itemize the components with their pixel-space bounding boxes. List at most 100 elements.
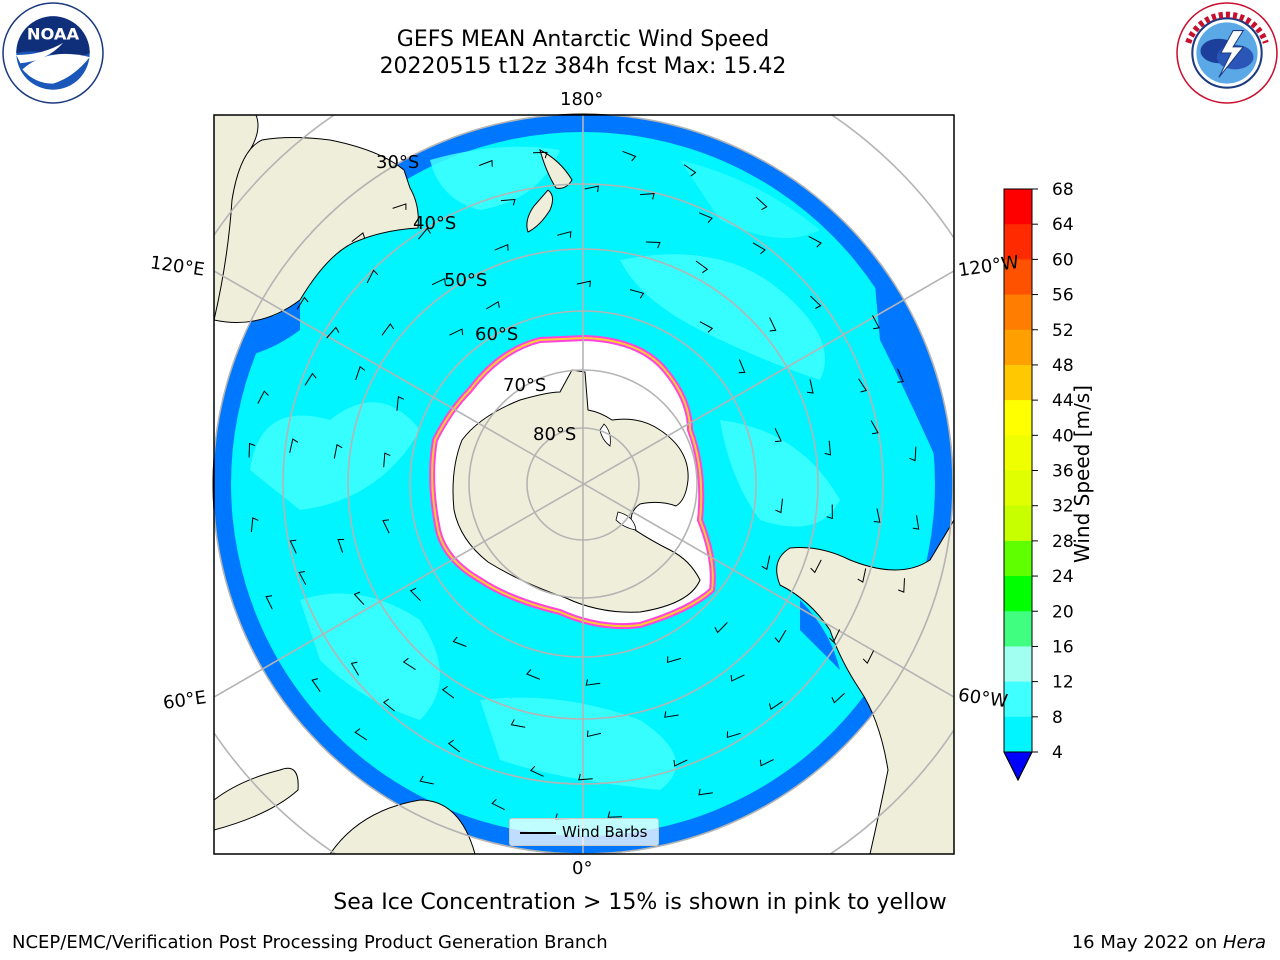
- footer-date-text: 16 May 2022 on: [1071, 932, 1223, 953]
- colorbar-swatch: [1004, 716, 1032, 753]
- wind-barb: [289, 539, 297, 554]
- legend-label: Wind Barbs: [562, 823, 648, 841]
- wind-barb: [248, 442, 256, 458]
- lat-label-30s: 30°S: [376, 152, 420, 173]
- colorbar: 68 64 60 56 52 48 44 40 36 32 28 24 20 16 12 8 4: [1003, 180, 1074, 782]
- wind-barb: [726, 731, 741, 738]
- wind-barb: [351, 232, 366, 242]
- wind-barb: [666, 656, 682, 663]
- wind-barb: [532, 151, 548, 159]
- wind-barb: [673, 759, 688, 767]
- wind-barb: [759, 758, 774, 767]
- wind-barb: [897, 368, 904, 383]
- wind-patch: [430, 146, 560, 210]
- wind-barb: [409, 587, 421, 602]
- wind-barb: [629, 289, 645, 299]
- wind-barb: [485, 301, 500, 310]
- wind-barb: [304, 372, 317, 386]
- footer-date: 16 May 2022 on Hera: [1072, 932, 1266, 953]
- wind-barb: [761, 555, 771, 571]
- wind-barb: [607, 811, 623, 818]
- wind-barb: [526, 669, 541, 680]
- colorbar-tick-label: 52: [1052, 321, 1074, 341]
- wind-barb: [826, 504, 833, 520]
- wind-barb: [810, 559, 822, 574]
- colorbar-tick-label: 24: [1052, 567, 1074, 587]
- wind-barb: [494, 243, 509, 251]
- wind-barb: [698, 788, 713, 796]
- wind-barb: [873, 508, 881, 523]
- wind-barb: [774, 428, 782, 443]
- wind-barb: [862, 650, 875, 664]
- colorbar-swatch: [1004, 435, 1032, 471]
- wind-barb: [418, 227, 431, 240]
- wind-barb: [500, 198, 516, 206]
- wind-barb: [265, 595, 273, 610]
- wind-barb: [585, 679, 601, 686]
- wind-barb: [645, 241, 661, 249]
- footer-credit: NCEP/EMC/Verification Post Processing Pr…: [12, 932, 608, 953]
- wind-barb: [578, 773, 593, 781]
- wind-barb: [510, 719, 526, 728]
- colorbar-swatch: [1004, 294, 1032, 331]
- wind-barb: [584, 185, 599, 193]
- wind-barb: [622, 150, 637, 162]
- wind-barb: [354, 728, 368, 741]
- colorbar-tick-label: 16: [1052, 637, 1074, 657]
- colorbar-frame: [1003, 188, 1033, 782]
- colorbar-swatch: [1004, 470, 1032, 507]
- wind-barb: [775, 498, 783, 514]
- wind-barb: [257, 390, 269, 404]
- wind-barb: [683, 164, 697, 177]
- wind-barb: [858, 378, 868, 393]
- colorbar-swatch: [1004, 611, 1032, 647]
- lon-label-180: 180°: [560, 89, 604, 110]
- wind-barb: [872, 315, 880, 330]
- wind-barb: [250, 517, 259, 532]
- wind-patch: [480, 697, 676, 790]
- wind-barb: [337, 539, 345, 553]
- wind-barb: [296, 296, 309, 310]
- map-frame: [213, 114, 955, 855]
- wind-barb: [350, 661, 360, 676]
- wind-barb: [576, 280, 591, 288]
- colorbar-tick-label: 44: [1052, 391, 1074, 411]
- wind-barb: [698, 212, 713, 224]
- colorbar-tick-label: 68: [1052, 180, 1074, 200]
- wind-barb: [769, 317, 777, 332]
- colorbar-tick-label: 36: [1052, 462, 1074, 482]
- wind-barb: [392, 203, 407, 210]
- colorbar-tick-label: 64: [1052, 215, 1074, 235]
- wind-barb: [738, 359, 746, 374]
- colorbar-label: Wind Speed [m/s]: [1070, 385, 1094, 563]
- svg-text:NOAA: NOAA: [27, 25, 80, 44]
- legend-line-swatch: [520, 832, 556, 834]
- antarctica: [452, 369, 701, 613]
- wind-barb: [402, 657, 416, 671]
- wind-barb: [382, 519, 390, 534]
- wind-barb: [298, 571, 307, 586]
- colorbar-tick-label: 12: [1052, 673, 1074, 693]
- colorbar-swatch: [1004, 681, 1032, 718]
- lat-label-70s: 70°S: [503, 375, 547, 396]
- lat-label-80s: 80°S: [533, 424, 577, 445]
- wind-barb: [870, 420, 879, 435]
- colorbar-tick-label: 28: [1052, 532, 1074, 552]
- wind-barb: [909, 446, 917, 462]
- wind-barb: [774, 629, 787, 643]
- wind-patch: [680, 160, 820, 238]
- wind-barb: [586, 730, 602, 738]
- colorbar-extend-triangle: [1003, 751, 1033, 782]
- noaa-logo: NOAA: [2, 2, 104, 104]
- map-legend: Wind Barbs: [509, 818, 659, 846]
- wind-patch: [300, 593, 440, 720]
- wind-barb: [768, 700, 783, 711]
- wind-barb: [640, 193, 655, 200]
- sea-ice-caption: Sea Ice Concentration > 15% is shown in …: [333, 890, 947, 915]
- colorbar-swatch: [1004, 540, 1032, 577]
- wind-barb: [382, 698, 396, 712]
- colorbar-swatch: [1004, 259, 1032, 296]
- wind-barb: [326, 326, 340, 339]
- colorbar-swatch: [1004, 364, 1032, 401]
- wind-barb: [730, 674, 745, 682]
